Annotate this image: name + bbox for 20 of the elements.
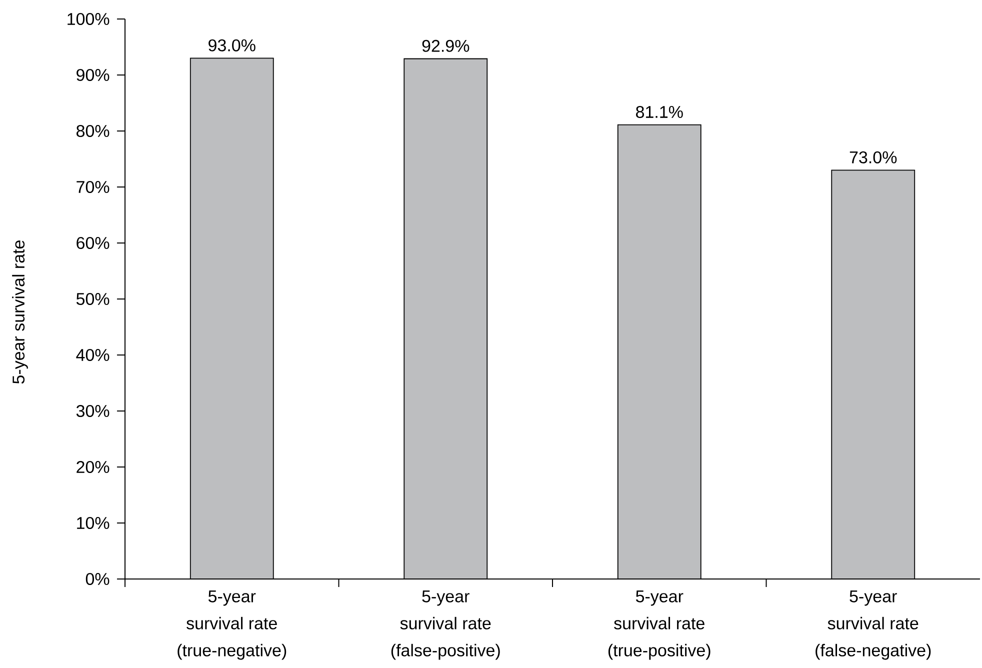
x-tick-label: 5-year survival rate (true-positive) — [608, 590, 710, 660]
data-label: 73.0% — [850, 151, 897, 164]
y-tick-label: 90% — [76, 68, 110, 82]
y-tick-label: 30% — [76, 404, 110, 418]
data-label: 81.1% — [636, 106, 683, 118]
data-label: 92.9% — [422, 40, 470, 52]
x-tick-label: 5-year survival rate (false-positive) — [391, 590, 500, 660]
y-tick-label: 80% — [76, 124, 110, 138]
y-tick-label: 70% — [76, 180, 110, 194]
x-tick-label: 5-year survival rate (true-negative) — [178, 590, 286, 660]
y-tick-label: 50% — [76, 292, 110, 306]
data-label: 93.0% — [208, 39, 256, 52]
y-tick-label: 10% — [77, 516, 110, 530]
y-tick-label: 60% — [76, 236, 110, 250]
y-tick-label: 40% — [76, 348, 110, 362]
x-tick-label: 5-year survival rate (false-negative) — [816, 590, 931, 660]
y-tick-label: 20% — [76, 460, 110, 474]
y-tick-label: 100% — [68, 12, 110, 26]
y-axis-title: 5-year survival rate — [12, 240, 28, 384]
y-tick-label: 0% — [86, 572, 110, 586]
